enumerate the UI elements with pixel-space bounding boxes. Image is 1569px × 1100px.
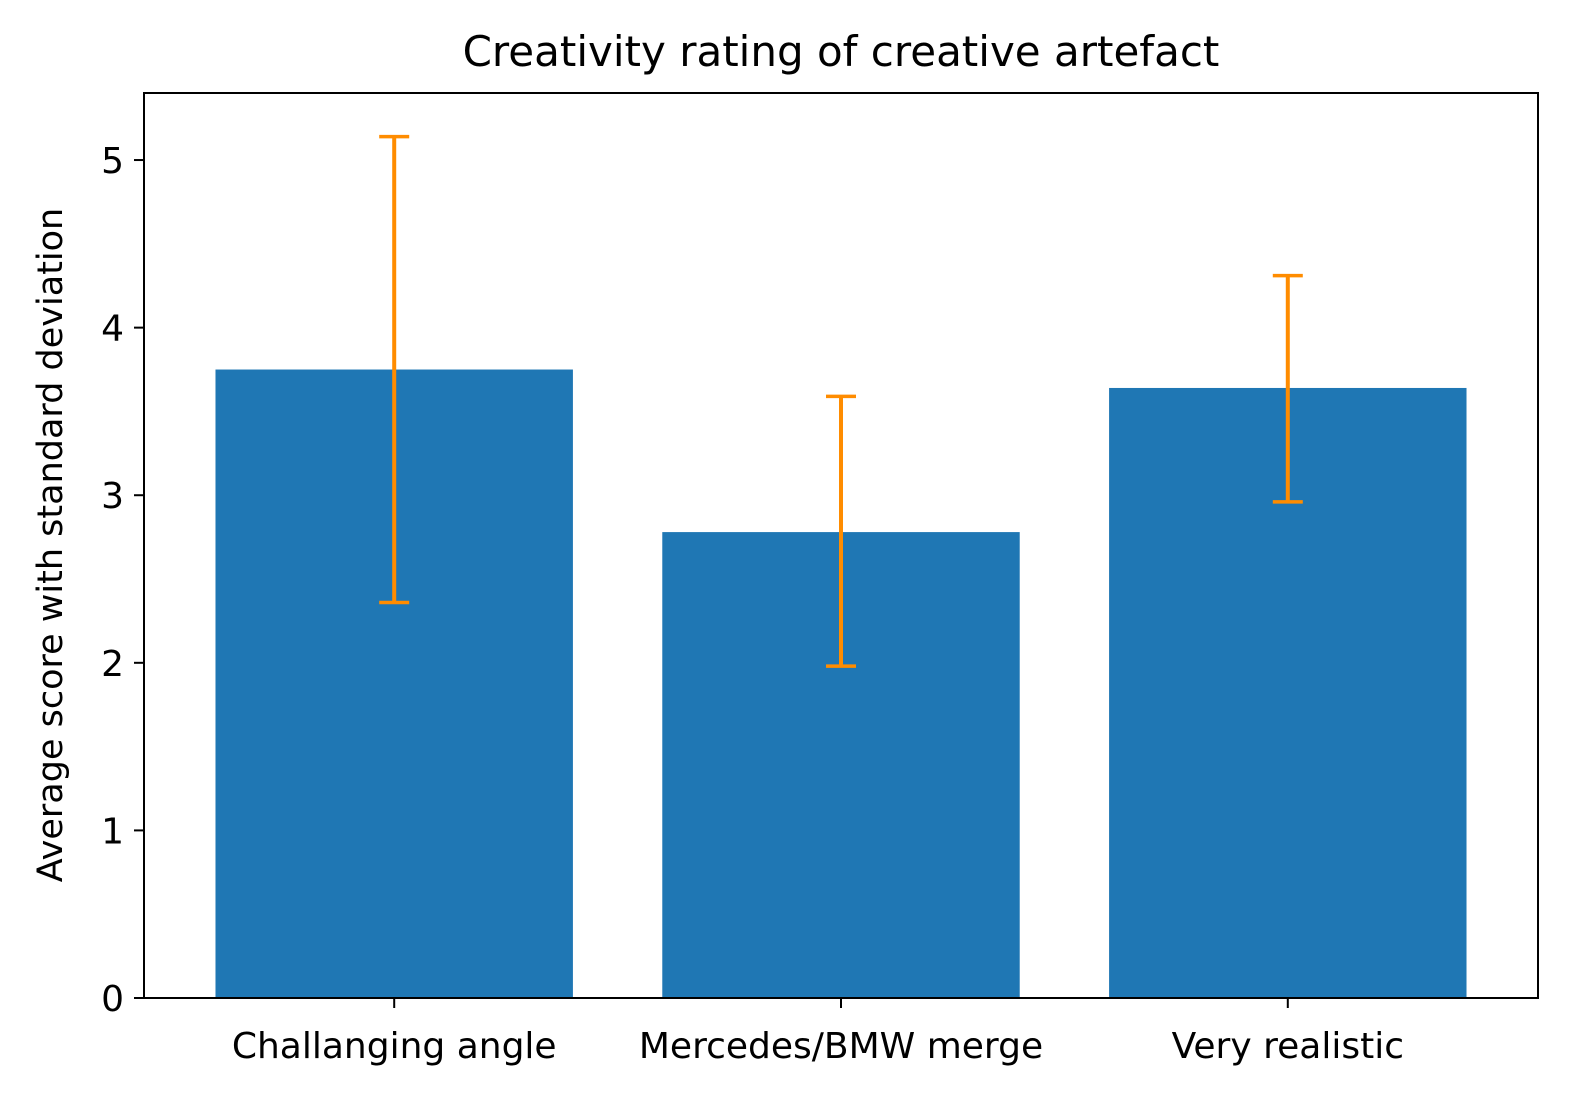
y-tick-label: 0 <box>101 979 124 1020</box>
y-tick-label: 4 <box>101 309 124 350</box>
x-tick-label: Very realistic <box>1172 1026 1404 1067</box>
chart-title: Creativity rating of creative artefact <box>463 27 1220 76</box>
y-tick-label: 2 <box>101 644 124 685</box>
x-axis: Challanging angle Mercedes/BMW merge Very … <box>232 998 1404 1067</box>
x-tick-label: Mercedes/BMW merge <box>639 1026 1043 1067</box>
y-axis: 0 1 2 3 4 5 <box>101 141 144 1020</box>
x-tick-label: Challanging angle <box>232 1026 557 1067</box>
y-tick-label: 1 <box>101 811 124 852</box>
error-bars-group <box>379 134 1303 668</box>
y-tick-label: 5 <box>101 141 124 182</box>
y-axis-label: Average score with standard deviation <box>31 208 71 882</box>
y-tick-label: 3 <box>101 476 124 517</box>
